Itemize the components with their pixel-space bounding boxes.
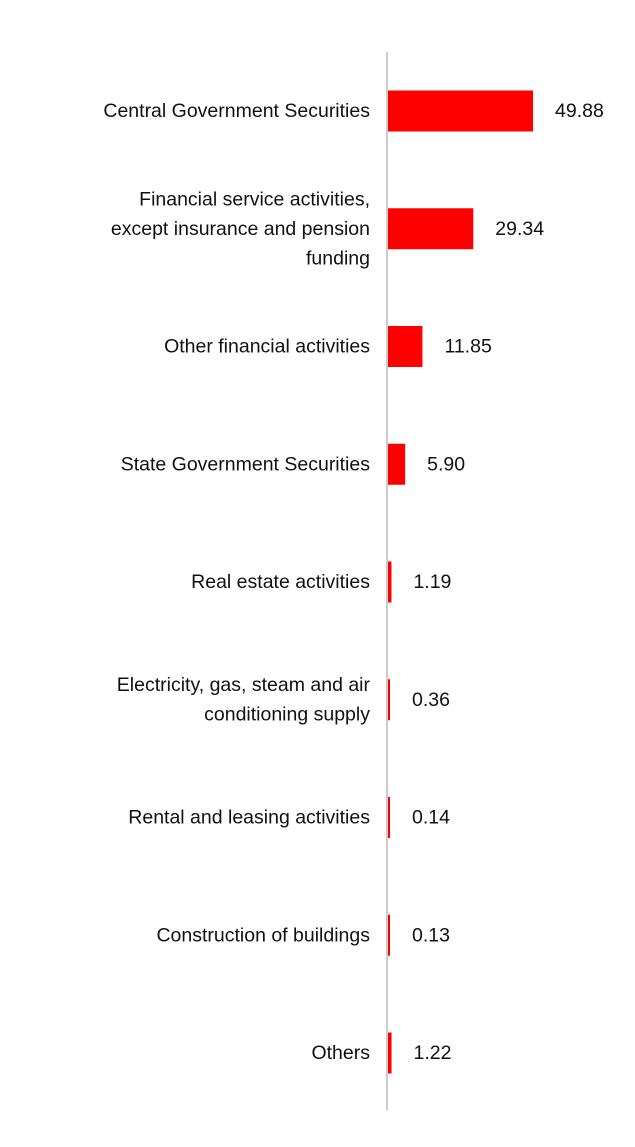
category-label: Others	[311, 1042, 370, 1064]
category-label-line: Other financial activities	[164, 336, 370, 358]
category-label-line: funding	[306, 247, 370, 269]
category-label-line: Financial service activities,	[139, 188, 370, 210]
data-label: 5.90	[427, 453, 465, 475]
category-label-line: Central Government Securities	[103, 100, 370, 122]
data-label: 0.13	[412, 924, 450, 946]
bar	[388, 679, 390, 721]
category-label: Real estate activities	[191, 571, 370, 593]
category-label: Central Government Securities	[103, 100, 370, 122]
category-label-line: State Government Securities	[121, 453, 371, 475]
data-label: 29.34	[495, 218, 544, 240]
bar	[388, 326, 423, 367]
category-label-line: Rental and leasing activities	[128, 807, 370, 829]
category-label: Rental and leasing activities	[128, 807, 370, 829]
category-label-line: Construction of buildings	[156, 924, 370, 946]
bar	[388, 797, 390, 838]
data-label: 0.14	[412, 807, 450, 829]
data-label: 0.36	[412, 689, 450, 711]
category-label-line: Others	[311, 1042, 370, 1064]
data-label: 11.85	[444, 336, 492, 358]
bar	[388, 208, 474, 250]
data-label: 1.19	[413, 571, 451, 593]
bar	[388, 914, 390, 956]
category-label: Financial service activities, except insu…	[111, 188, 370, 269]
category-label-line: Real estate activities	[191, 571, 370, 593]
bar	[388, 90, 533, 132]
category-label-line: Electricity, gas, steam and air	[117, 674, 371, 696]
category-label: Other financial activities	[164, 336, 370, 358]
category-label-line: except insurance and pension	[111, 218, 370, 240]
category-label: Electricity, gas, steam and air condition…	[117, 674, 371, 726]
category-label-line: conditioning supply	[204, 704, 370, 726]
data-label: 1.22	[414, 1042, 452, 1064]
bar	[388, 1032, 392, 1074]
bar	[388, 561, 392, 603]
bar	[388, 443, 406, 485]
category-label: State Government Securities	[121, 453, 371, 475]
data-label: 49.88	[555, 100, 604, 122]
category-label: Construction of buildings	[156, 924, 370, 946]
